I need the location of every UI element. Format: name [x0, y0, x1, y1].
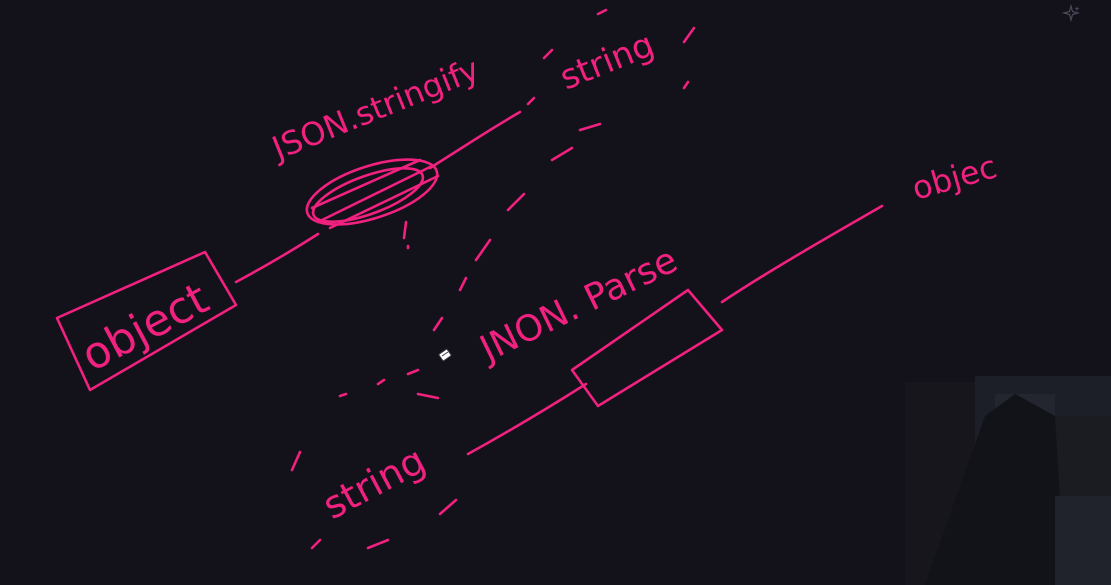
stringify-label: JSON.stringify: [265, 50, 485, 168]
object-box-label: object: [73, 273, 217, 382]
string-bottom-label: string: [316, 438, 433, 528]
connector-parse-object: [722, 206, 882, 302]
stringify-lens-outer: [299, 146, 444, 237]
connector-object-stringify: [236, 234, 318, 282]
object-right-label: objec: [908, 147, 1001, 207]
connector-stringify-string: [430, 112, 520, 168]
exclamation-stroke: [404, 222, 408, 248]
string-top-label: string: [554, 25, 659, 99]
connector-string-parse: [468, 384, 586, 454]
video-overlay: [905, 376, 1111, 585]
eraser-cursor-icon: [437, 347, 453, 363]
parse-label: JNON. Parse: [472, 240, 684, 371]
sparkle-icon[interactable]: [1062, 4, 1082, 24]
string-top-cloud: [528, 10, 694, 160]
